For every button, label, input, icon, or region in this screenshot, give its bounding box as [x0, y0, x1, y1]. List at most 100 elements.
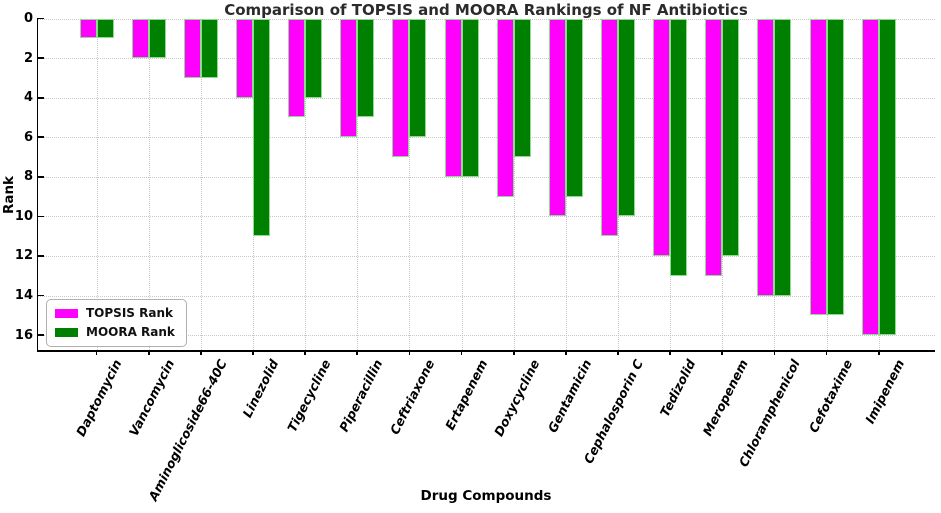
y-gridline	[37, 295, 935, 297]
x-tick-mark	[304, 350, 306, 355]
legend-item: MOORA Rank	[55, 325, 175, 340]
y-tick-label: 14	[14, 288, 33, 304]
y-tick-mark	[37, 255, 44, 257]
bar-topsis	[705, 18, 723, 276]
x-gridline	[513, 18, 515, 350]
x-tick-mark	[825, 350, 828, 355]
y-gridline	[37, 97, 935, 99]
bar-topsis	[809, 18, 827, 316]
x-tick-mark	[147, 350, 150, 355]
y-tick-label: 10	[14, 208, 33, 224]
bar-moora	[565, 18, 583, 197]
bar-topsis	[392, 18, 410, 158]
x-tick-label: Tedizolid	[657, 357, 699, 420]
bar-moora	[305, 18, 323, 98]
x-tick-mark	[356, 350, 359, 355]
bar-topsis	[235, 18, 253, 98]
x-tick-label: Daptomycin	[73, 357, 125, 439]
legend-swatch	[55, 309, 78, 318]
x-axis-spine	[36, 350, 935, 352]
bar-moora	[722, 18, 740, 256]
chart-title: Comparison of TOPSIS and MOORA Rankings …	[224, 1, 748, 19]
x-tick-mark	[252, 350, 254, 355]
legend-label: TOPSIS Rank	[86, 306, 173, 320]
x-tick-label: Ceftriaxone	[387, 357, 438, 437]
plot-area	[37, 18, 935, 350]
x-tick-mark	[721, 350, 724, 355]
bar-topsis	[79, 18, 97, 39]
x-tick-mark	[617, 350, 619, 355]
y-tick-mark	[37, 294, 44, 297]
x-tick-label: Ertapenem	[441, 357, 490, 433]
bar-topsis	[861, 18, 879, 336]
y-tick-label: 6	[23, 129, 33, 145]
y-tick-mark	[37, 57, 44, 59]
x-tick-mark	[512, 350, 515, 355]
y-tick-label: 12	[14, 248, 33, 264]
legend-item: TOPSIS Rank	[55, 306, 175, 321]
x-tick-mark	[460, 350, 463, 355]
bar-moora	[826, 18, 844, 316]
bar-topsis	[496, 18, 514, 197]
bar-moora	[252, 18, 270, 237]
bar-moora	[409, 18, 427, 138]
y-gridline	[37, 176, 935, 178]
bar-topsis	[131, 18, 149, 59]
bar-moora	[774, 18, 792, 296]
x-tick-label: Linezolid	[239, 357, 282, 420]
bar-topsis	[548, 18, 566, 217]
bar-topsis	[444, 18, 462, 177]
x-tick-mark	[408, 350, 411, 355]
x-axis-title: Drug Compounds	[420, 488, 552, 504]
x-gridline	[409, 18, 411, 350]
y-tick-mark	[37, 17, 44, 20]
bar-moora	[357, 18, 375, 118]
bar-topsis	[288, 18, 306, 118]
x-tick-label: Cefotaxime	[805, 357, 855, 436]
bar-moora	[200, 18, 218, 78]
y-tick-label: 0	[23, 11, 33, 26]
x-gridline	[96, 18, 98, 350]
legend-swatch	[55, 328, 78, 337]
y-tick-mark	[37, 96, 44, 99]
y-tick-label: 4	[23, 90, 33, 106]
y-gridline	[37, 18, 935, 20]
x-tick-label: Piperacillin	[336, 357, 386, 435]
y-gridline	[37, 58, 935, 60]
x-tick-label: Chloramphenicol	[735, 357, 803, 470]
x-tick-mark	[773, 350, 776, 355]
legend-label: MOORA Rank	[86, 325, 175, 339]
bar-topsis	[757, 18, 775, 296]
bar-topsis	[653, 18, 671, 256]
x-tick-mark	[669, 350, 672, 355]
bar-moora	[670, 18, 688, 276]
bar-moora	[513, 18, 531, 158]
x-tick-label: Gentamicin	[544, 357, 595, 436]
x-gridline	[200, 18, 202, 350]
x-tick-label: Imipenem	[862, 357, 908, 426]
y-gridline	[37, 335, 935, 337]
bar-moora	[148, 18, 166, 59]
y-tick-mark	[37, 334, 44, 337]
y-gridline	[37, 255, 935, 257]
y-tick-mark	[37, 215, 44, 218]
bar-moora	[618, 18, 635, 217]
x-tick-mark	[877, 350, 880, 355]
y-gridline	[37, 137, 935, 139]
x-gridline	[148, 18, 150, 350]
y-tick-mark	[37, 175, 44, 178]
x-gridline	[357, 18, 359, 350]
y-tick-label: 2	[23, 50, 33, 66]
y-tick-label: 16	[14, 327, 33, 343]
x-gridline	[305, 18, 307, 350]
x-tick-label: Meropenem	[699, 357, 751, 439]
x-gridline	[461, 18, 463, 350]
bar-moora	[461, 18, 479, 177]
y-axis-spine	[36, 18, 39, 352]
bar-topsis	[183, 18, 201, 78]
x-tick-mark	[95, 350, 98, 355]
x-tick-label: Tigecycline	[284, 357, 334, 435]
x-tick-label: Vancomycin	[125, 357, 178, 439]
bar-moora	[96, 18, 114, 39]
